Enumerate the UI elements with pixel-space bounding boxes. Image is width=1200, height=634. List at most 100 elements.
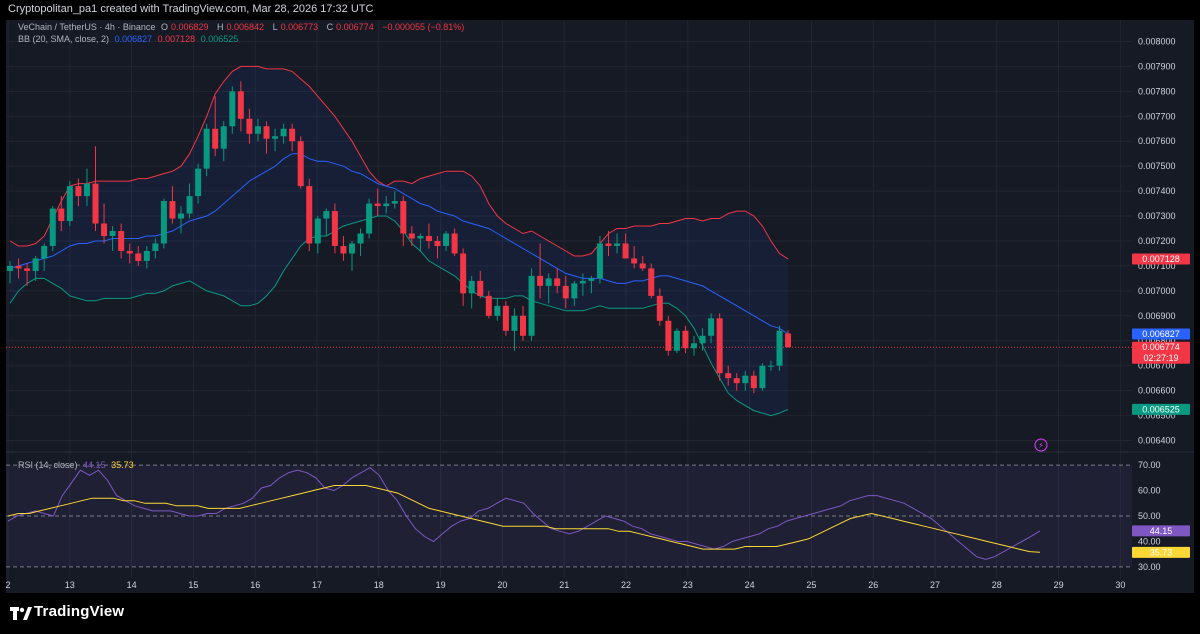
price-tick-label: 0.006900	[1138, 311, 1176, 321]
time-tick-label: 25	[806, 580, 816, 590]
candle-body	[195, 168, 202, 197]
candle-body	[579, 280, 586, 284]
candle-body	[537, 275, 544, 286]
candle-body	[280, 128, 287, 137]
candle-body	[520, 315, 526, 336]
candle-body	[83, 183, 90, 197]
rsi-ma-tag-bg	[1132, 546, 1190, 558]
candle-body	[331, 211, 338, 246]
bb-legend: BB (20, SMA, close, 2) 0.006827 0.007128…	[18, 34, 241, 44]
candle-body	[306, 186, 313, 244]
candle-body	[203, 128, 210, 169]
close-label: C 0.006774	[326, 22, 374, 32]
candle-body	[716, 318, 723, 374]
price-tick-label: 0.007500	[1138, 161, 1176, 171]
candle-body	[289, 128, 296, 142]
candle-body	[562, 285, 569, 299]
price-tick-label: 0.006500	[1138, 411, 1176, 421]
open-value: 0.006829	[170, 22, 209, 32]
last-price-tag-countdown: 02:27:19	[1143, 353, 1178, 363]
price-tick-label: 0.006700	[1138, 361, 1176, 371]
candle-body	[41, 245, 48, 259]
candle-body	[494, 305, 501, 316]
price-tick-label: 0.008000	[1138, 36, 1176, 46]
symbol-label: VeChain / TetherUS · 4h · Binance	[18, 22, 156, 32]
candle-body	[785, 333, 792, 348]
candle-body	[511, 315, 518, 331]
candle-body	[759, 365, 766, 389]
rsi-legend: RSI (14, close) 44.15 35.73	[18, 460, 137, 470]
time-tick-label: 14	[127, 580, 137, 590]
price-tick-label: 0.007300	[1138, 211, 1176, 221]
time-tick-label: 22	[621, 580, 631, 590]
candle-body	[220, 126, 227, 149]
candle-body	[101, 223, 108, 236]
time-tick-label: 28	[992, 580, 1002, 590]
top-bar: Cryptopolitan_pa1 created with TradingVi…	[0, 0, 1200, 20]
bb-upper-line	[9, 65, 789, 260]
candle-body	[742, 375, 749, 384]
candle-body	[605, 243, 612, 246]
rsi-tick-label: 70.00	[1138, 460, 1161, 470]
rsi-tick-label: 60.00	[1138, 486, 1161, 496]
time-tick-label: 13	[65, 580, 75, 590]
candle-body	[571, 283, 578, 299]
rsi-ma-tag: 35.73	[1150, 547, 1173, 557]
candle-body	[682, 330, 689, 349]
candle-body	[425, 236, 432, 241]
price-axis: 0.008000 0.007900 0.007800 0.007700 0.007600…	[1138, 36, 1176, 571]
time-tick-label: 2	[6, 580, 11, 590]
time-tick-label: 23	[683, 580, 693, 590]
time-tick-label: 29	[1054, 580, 1064, 590]
bb-basis-value: 0.006827	[114, 34, 153, 44]
candle-body	[417, 236, 424, 239]
candle-body	[708, 318, 715, 336]
candle-body	[656, 295, 663, 321]
tradingview-logo-icon	[10, 607, 32, 620]
candle-body	[502, 305, 509, 331]
bb-upper-tag-bg	[1132, 253, 1190, 265]
candle-body	[32, 258, 39, 271]
alert-bolt-glyph: ⚡	[1038, 441, 1044, 450]
candle-body	[75, 186, 82, 197]
chart-canvas[interactable]: ⚡ 0.008000 0.007900 0.007800 0.007700 0.0076…	[6, 20, 1194, 593]
candle-body	[66, 186, 73, 222]
candle-body	[434, 240, 441, 246]
candle-body	[169, 201, 176, 219]
candle-body	[665, 320, 672, 351]
candle-body	[545, 278, 552, 286]
price-tick-label: 0.007800	[1138, 86, 1176, 96]
time-tick-label: 17	[312, 580, 322, 590]
rsi-ma-value: 35.73	[111, 460, 134, 470]
candle-body	[263, 126, 270, 139]
candle-body	[323, 211, 330, 219]
price-tick-label: 0.007200	[1138, 236, 1176, 246]
candle-body	[451, 233, 458, 254]
candle-body	[374, 203, 381, 207]
candle-body	[596, 243, 603, 279]
rsi-tick-label: 50.00	[1138, 511, 1161, 521]
price-tick-label: 0.007700	[1138, 111, 1176, 121]
time-tick-label: 27	[930, 580, 940, 590]
candle-body	[528, 275, 535, 336]
bb-upper-value: 0.007128	[157, 34, 196, 44]
time-tick-label: 16	[250, 580, 260, 590]
candle-body	[485, 295, 492, 316]
bb-basis-tag: 0.006827	[1142, 329, 1180, 339]
rsi-value: 44.15	[83, 460, 106, 470]
low-label: L 0.006773	[272, 22, 319, 32]
rsi-line	[7, 466, 1041, 560]
price-tick-label: 0.007000	[1138, 286, 1176, 296]
candle-body	[118, 231, 125, 251]
candle-body	[254, 126, 261, 134]
chart-panel[interactable]: ⚡ 0.008000 0.007900 0.007800 0.007700 0.0076…	[6, 20, 1194, 593]
candle-body	[673, 330, 680, 351]
time-tick-label: 20	[497, 580, 507, 590]
candle-body	[614, 243, 621, 246]
price-tick-label: 0.006600	[1138, 386, 1176, 396]
time-tick-label: 18	[374, 580, 384, 590]
candle-body	[297, 141, 304, 187]
bb-upper-tag: 0.007128	[1142, 254, 1180, 264]
rsi-tag: 44.15	[1150, 526, 1173, 536]
